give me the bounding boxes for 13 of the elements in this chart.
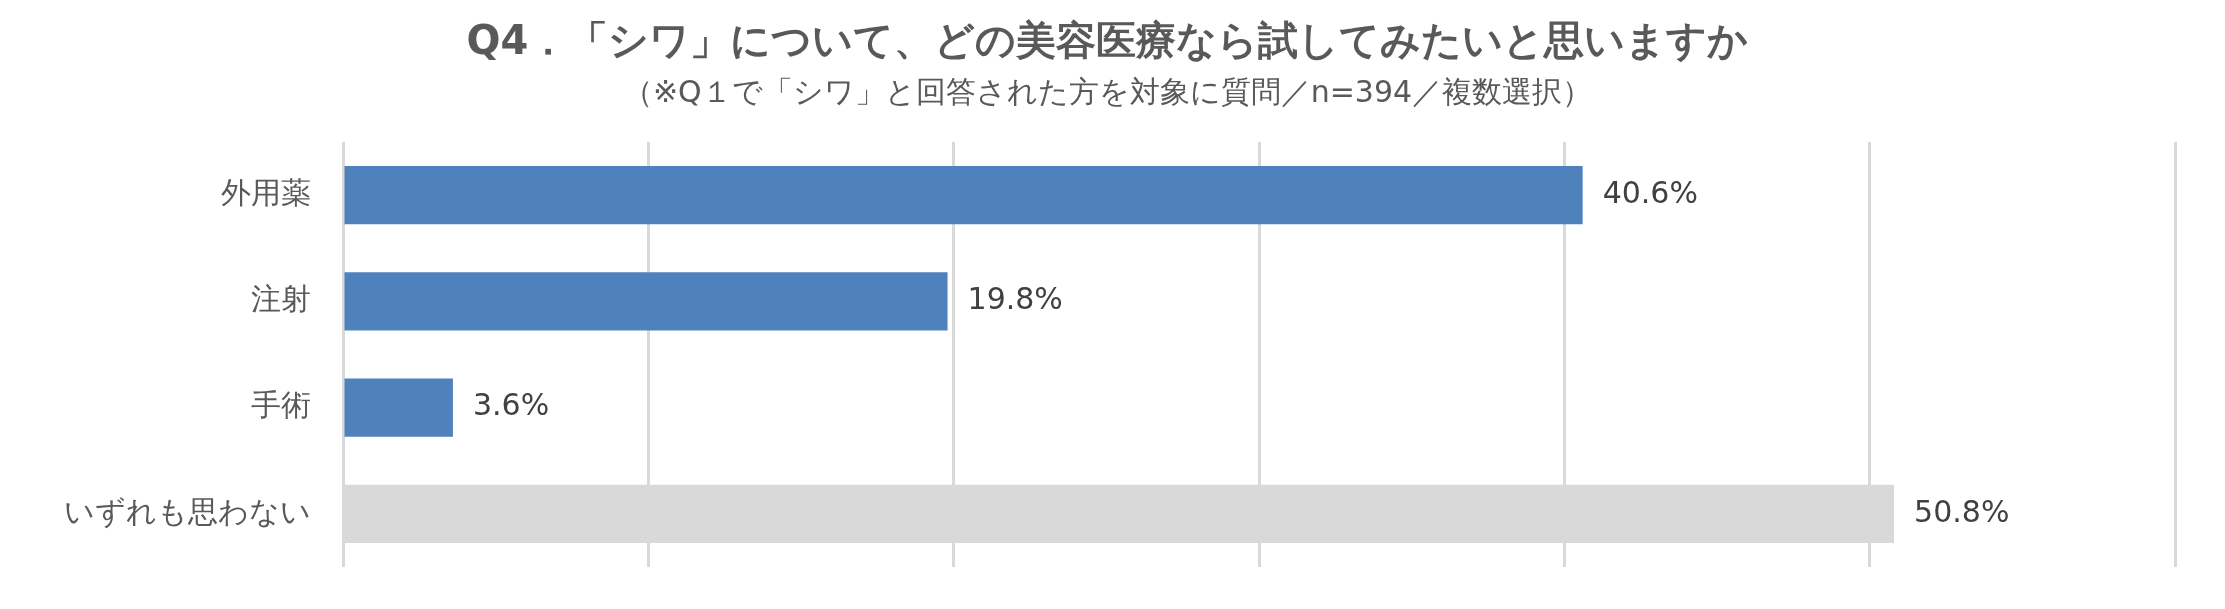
chart-subtitle: （※Q１で「シワ」と回答された方を対象に質問／n=394／複数選択）	[622, 73, 1593, 109]
data-label: 50.8%	[1914, 493, 2010, 529]
bar	[344, 165, 1583, 225]
data-label: 3.6%	[472, 387, 550, 423]
y-tick-label: 注射	[251, 281, 311, 317]
chart-title: Q4．「シワ」について、どの美容医療なら試してみたいと思いますか	[466, 17, 1749, 64]
bar	[344, 272, 948, 331]
bar	[344, 378, 453, 437]
y-tick-label: いずれも思わない	[64, 493, 311, 529]
data-label: 40.6%	[1602, 174, 1698, 210]
data-label: 19.8%	[967, 281, 1063, 317]
y-tick-label: 外用薬	[221, 174, 311, 210]
y-tick-label: 手術	[251, 387, 311, 423]
